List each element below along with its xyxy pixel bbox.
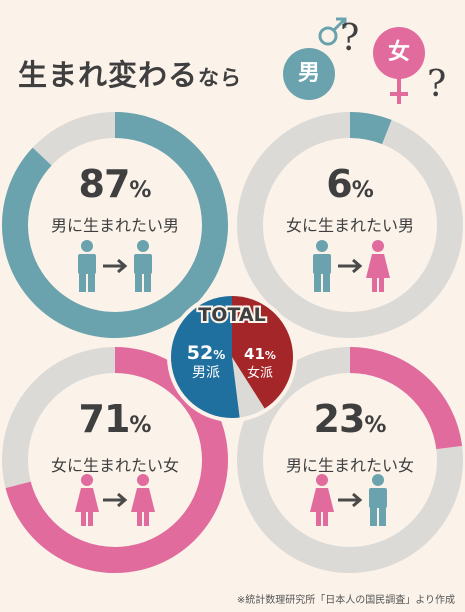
female-badge: 女 <box>373 27 425 79</box>
donut-percent: 6% <box>326 162 374 206</box>
total-pie: TOTAL 52%男派 41% 女派 <box>167 292 297 422</box>
total-title: TOTAL <box>198 304 265 326</box>
male-symbol-icon <box>318 17 347 46</box>
female-symbol-icon <box>390 78 408 104</box>
question-mark-2: ? <box>427 64 447 105</box>
page-title: 生まれ変わるなら <box>18 58 243 92</box>
donut-value-arc <box>349 112 392 145</box>
total-female-label: 女派 <box>247 365 273 381</box>
donut-value-arc <box>2 112 228 338</box>
donut-percent: 71% <box>78 397 152 441</box>
total-male-slice <box>170 296 240 418</box>
donut-label: 女に生まれたい男 <box>285 216 414 235</box>
donut-label: 男に生まれたい女 <box>285 456 414 475</box>
donut-1 <box>2 112 228 338</box>
male-badge: 男 <box>283 48 335 100</box>
total-female-value: 41% <box>244 345 276 363</box>
person-icons <box>75 474 155 526</box>
donut-value-arc <box>349 347 463 450</box>
question-mark-1: ? <box>340 18 360 59</box>
person-icons <box>310 474 387 526</box>
person-icons <box>313 240 390 292</box>
donut-percent: 87% <box>78 162 152 206</box>
total-male-value: 52% <box>187 342 225 364</box>
donut-label: 男に生まれたい男 <box>50 216 179 235</box>
donut-label: 女に生まれたい女 <box>50 456 179 475</box>
donut-percent: 23% <box>313 397 387 441</box>
total-male-label: 男派 <box>192 365 220 381</box>
person-icons <box>78 240 152 292</box>
donut-2 <box>237 112 463 338</box>
total-female-slice <box>232 296 293 409</box>
footnote: ※統計数理研究所「日本人の国民調査」より作成 <box>236 595 455 606</box>
donut-4 <box>237 347 463 573</box>
